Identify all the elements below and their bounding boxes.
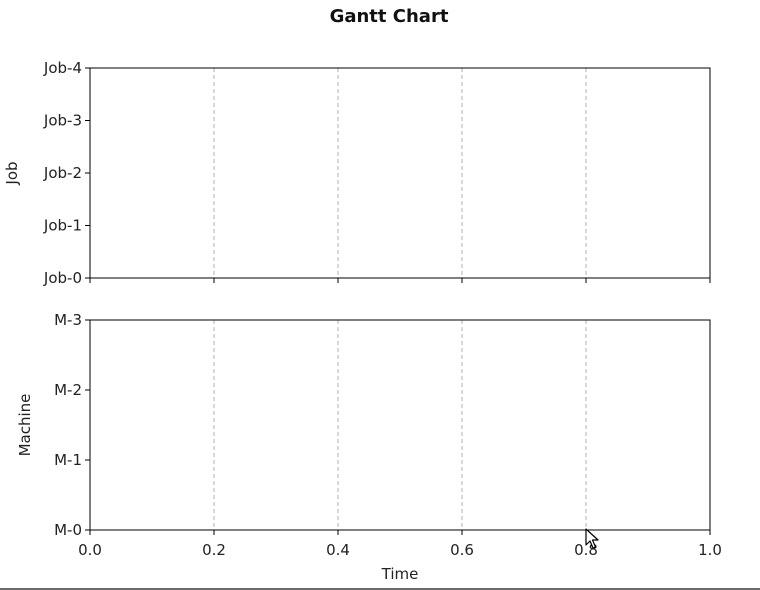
y-tick-label: Job-0 <box>43 269 82 287</box>
y-axis-label: Machine <box>16 394 34 457</box>
y-tick-label: Job-1 <box>43 217 82 235</box>
axes-frame <box>89 319 711 531</box>
y-tick-label: M-1 <box>54 451 82 469</box>
y-tick-label: Job-2 <box>43 164 82 182</box>
y-tick-label: Job-4 <box>43 59 82 77</box>
x-tick-label: 0.0 <box>78 541 102 559</box>
y-axis-label: Job <box>3 161 21 185</box>
y-tick-label: M-2 <box>54 381 82 399</box>
x-tick-label: 0.6 <box>450 541 474 559</box>
x-tick-label: 0.2 <box>202 541 226 559</box>
y-tick-label: M-3 <box>54 311 82 329</box>
mouse-pointer-icon <box>585 528 599 549</box>
panel-machine: M-0M-1M-2M-30.0 0.2 0.4 0.6 0.8 1.0MachineTim… <box>16 311 722 583</box>
x-axis-label: Time <box>381 565 419 583</box>
axes-frame <box>89 67 711 279</box>
y-tick-label: Job-3 <box>43 112 82 130</box>
y-tick-label: M-0 <box>54 521 82 539</box>
panel-job: Job-0 Job-1 Job-2 Job-3 Job-4 Job <box>3 59 711 287</box>
x-tick-label: 1.0 <box>698 541 722 559</box>
x-tick-label: 0.4 <box>326 541 350 559</box>
chart-title: Gantt Chart <box>330 6 449 27</box>
window-bottom-border <box>0 588 760 590</box>
